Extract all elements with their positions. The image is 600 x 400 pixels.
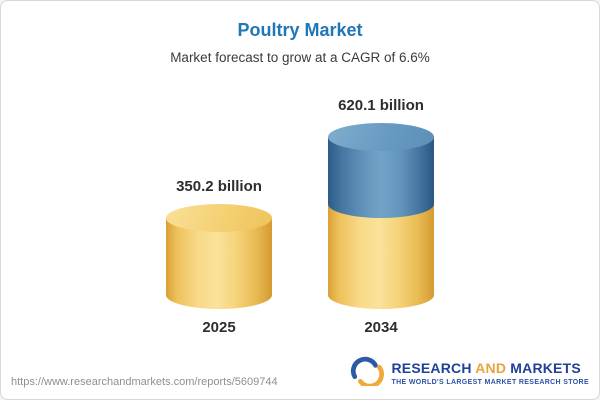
cylinder-2025 xyxy=(166,204,272,309)
logo-word-and: AND xyxy=(475,360,507,377)
cylinder-2034 xyxy=(328,123,434,309)
bar-group-2034: 620.1 billion 2034 xyxy=(328,97,434,336)
cylinder-bar-chart: 350.2 billion 2025 620.1 billion 2034 xyxy=(1,93,599,336)
value-label-2034: 620.1 billion xyxy=(338,97,424,114)
value-label-2025: 350.2 billion xyxy=(176,178,262,195)
category-label-2025: 2025 xyxy=(202,319,236,336)
report-url: https://www.researchandmarkets.com/repor… xyxy=(11,376,278,388)
chart-header: Poultry Market Market forecast to grow a… xyxy=(1,1,599,65)
logo-word-markets: MARKETS xyxy=(510,360,581,377)
bar-group-2025: 350.2 billion 2025 xyxy=(166,178,272,336)
cylinder-2034-top-ellipse xyxy=(328,123,434,151)
chart-subtitle: Market forecast to grow at a CAGR of 6.6… xyxy=(170,50,430,65)
logo-text-block: RESEARCH AND MARKETS THE WORLD'S LARGEST… xyxy=(391,361,589,386)
cylinder-2034-bottom-segment xyxy=(328,204,434,309)
researchandmarkets-logo: RESEARCH AND MARKETS THE WORLD'S LARGEST… xyxy=(350,356,589,391)
logo-tagline: THE WORLD'S LARGEST MARKET RESEARCH STOR… xyxy=(391,378,589,386)
page-title: Poultry Market xyxy=(237,20,363,40)
category-label-2034: 2034 xyxy=(364,319,398,336)
cylinder-2025-body xyxy=(166,218,272,309)
researchandmarkets-globe-icon xyxy=(350,356,385,391)
logo-word-research: RESEARCH xyxy=(391,360,472,377)
cylinder-2025-top-ellipse xyxy=(166,204,272,232)
logo-wordmark: RESEARCH AND MARKETS xyxy=(391,361,580,376)
